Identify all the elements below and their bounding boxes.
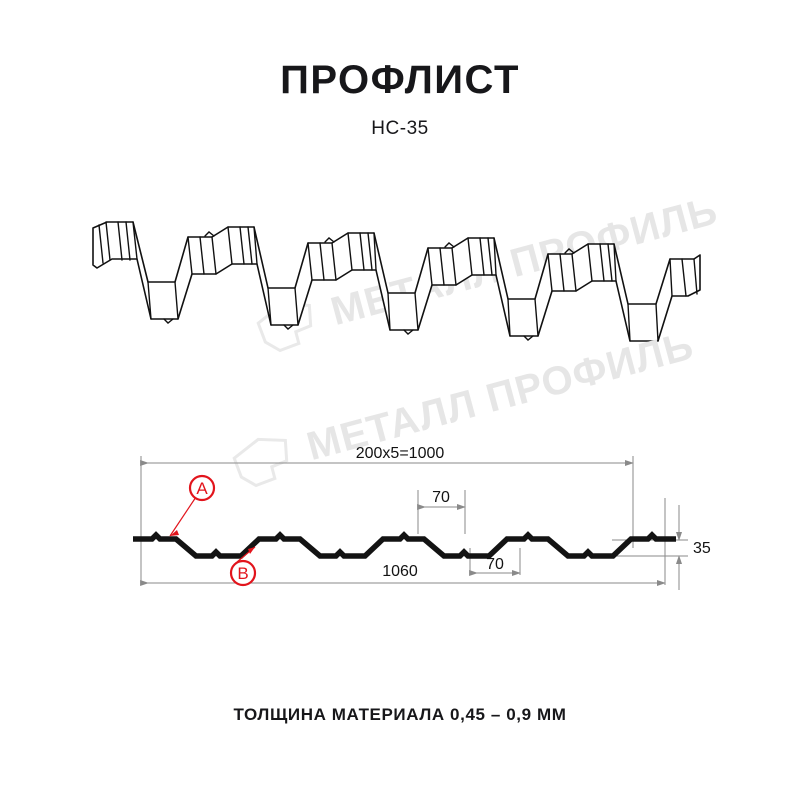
extension-lines: [140, 456, 688, 585]
dimension-label-pitch-total: 200x5=1000: [356, 445, 445, 462]
dimension-label-trough-width: 70: [486, 556, 504, 573]
callout-a-arrow-icon: [170, 530, 179, 536]
page-title: ПРОФЛИСТ: [280, 58, 520, 102]
dimension-trough-width: 70: [469, 556, 521, 577]
iso-trough-notches: [163, 318, 534, 341]
product-model-subtitle: НС-35: [371, 118, 429, 139]
iso-sheet-body: [92, 221, 701, 342]
dimension-label-profile-height: 35: [693, 540, 711, 557]
header-block: ПРОФЛИСТ НС-35: [0, 60, 800, 140]
callout-a-label: A: [196, 479, 208, 498]
iso-module-1: [92, 221, 701, 342]
iso-fold-lines: [98, 221, 698, 342]
callout-b-circle-icon: [229, 559, 257, 587]
callout-b[interactable]: B: [229, 546, 257, 587]
iso-crest-notches: [204, 231, 575, 254]
profile-cross-section: [133, 531, 676, 559]
dimension-overall-width: 1060: [140, 563, 666, 587]
dimension-profile-height: 35: [675, 505, 711, 590]
callout-a-circle-icon: [188, 474, 216, 502]
callout-a[interactable]: A: [169, 474, 216, 537]
dimension-pitch-total: 200x5=1000: [140, 445, 634, 467]
dimension-crest-width: 70: [417, 489, 466, 511]
watermark-logo-icon: [232, 437, 289, 488]
dimension-label-overall-width: 1060: [382, 563, 418, 580]
callout-b-arrow-icon: [248, 547, 255, 554]
watermark-lower: МЕТАЛЛ ПРОФИЛЬ: [232, 323, 698, 488]
material-thickness-caption: ТОЛЩИНА МАТЕРИАЛА 0,45 – 0,9 ММ: [233, 705, 567, 724]
dimension-label-crest-width: 70: [432, 489, 450, 506]
callout-b-label: B: [237, 564, 248, 583]
